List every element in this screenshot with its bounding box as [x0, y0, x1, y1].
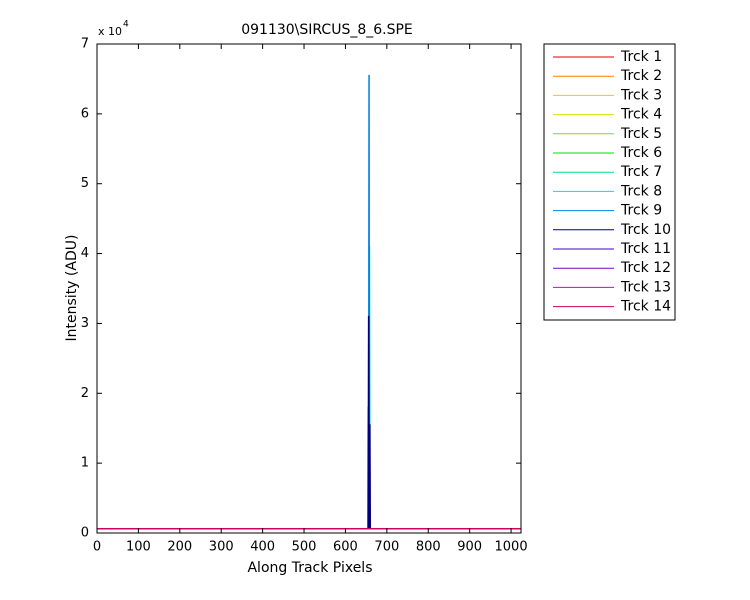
- y-tick-label: 0: [81, 526, 89, 541]
- x-tick-label: 100: [126, 540, 151, 555]
- y-tick-label: 7: [81, 37, 89, 52]
- legend: Trck 1 Trck 2 Trck 3 Trck 4 Trck 5 Trck 6 Trck…: [543, 43, 676, 321]
- x-tick-label: 500: [292, 540, 317, 555]
- lines: [97, 74, 521, 530]
- legend-label: Trck 5: [620, 126, 662, 142]
- legend-label: Trck 1: [620, 49, 662, 65]
- y-tick-label: 6: [81, 106, 89, 121]
- legend-label: Trck 8: [620, 183, 662, 199]
- legend-label: Trck 10: [620, 222, 671, 238]
- x-tick-label: 700: [374, 540, 399, 555]
- legend-label: Trck 3: [620, 87, 662, 103]
- legend-label: Trck 4: [620, 107, 662, 123]
- x-tick-label: 800: [416, 540, 441, 555]
- x-tick-label: 0: [93, 540, 101, 555]
- chart-title: 091130\SIRCUS_8_6.SPE: [241, 22, 413, 38]
- y-multiplier: x 10: [98, 25, 122, 38]
- y-tick-label: 2: [81, 386, 89, 401]
- x-tick-label: 300: [209, 540, 234, 555]
- plot-area: [97, 44, 521, 533]
- axes-box: [96, 43, 522, 534]
- x-tick-label: 1000: [495, 540, 528, 555]
- x-tick-label: 900: [457, 540, 482, 555]
- legend-label: Trck 13: [620, 279, 671, 295]
- x-tick-label: 400: [250, 540, 275, 555]
- legend-label: Trck 7: [620, 164, 662, 180]
- legend-box: [543, 43, 676, 321]
- legend-label: Trck 2: [620, 68, 662, 84]
- y-tick-label: 5: [81, 176, 89, 191]
- y-tick-label: 3: [81, 316, 89, 331]
- y-exponent: 4: [123, 20, 129, 30]
- x-axis-label: Along Track Pixels: [247, 560, 372, 576]
- y-tick-label: 1: [81, 456, 89, 471]
- x-tick-label: 600: [333, 540, 358, 555]
- y-axis-label: Intensity (ADU): [64, 235, 80, 342]
- legend-label: Trck 6: [620, 145, 662, 161]
- legend-label: Trck 14: [620, 299, 671, 315]
- legend-label: Trck 9: [620, 203, 662, 219]
- y-tick-label: 4: [81, 246, 89, 261]
- legend-label: Trck 11: [620, 241, 671, 257]
- legend-label: Trck 12: [620, 260, 671, 276]
- x-tick-label: 200: [167, 540, 192, 555]
